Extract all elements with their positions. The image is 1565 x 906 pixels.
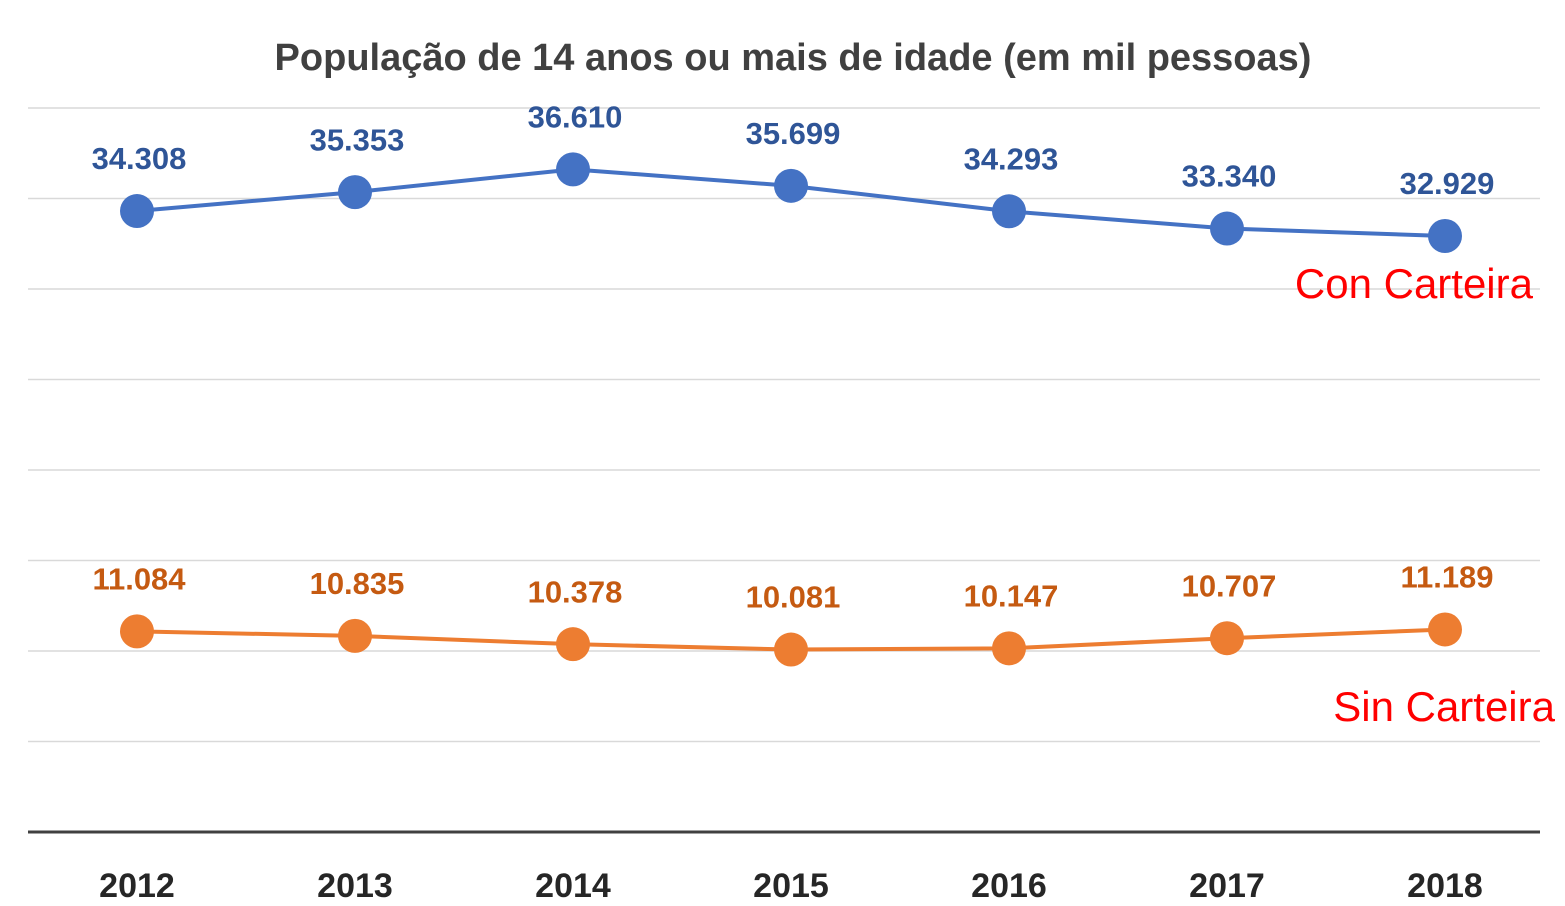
data-point [120, 614, 154, 649]
x-tick-label: 2014 [535, 867, 611, 905]
x-tick-label: 2015 [753, 867, 829, 905]
data-label: 10.147 [964, 579, 1059, 614]
x-tick-label: 2018 [1407, 867, 1483, 905]
x-tick-label: 2016 [971, 867, 1047, 905]
x-tick-label: 2017 [1189, 867, 1265, 905]
data-point [338, 175, 372, 210]
data-point [556, 152, 590, 187]
data-label: 11.189 [1400, 560, 1493, 595]
data-point [1428, 218, 1462, 253]
data-label: 10.081 [746, 580, 841, 615]
data-point [1210, 621, 1244, 656]
data-point [338, 618, 372, 653]
data-point [992, 194, 1026, 229]
data-label: 10.378 [528, 574, 623, 609]
data-label: 34.293 [964, 141, 1059, 176]
data-label: 32.929 [1400, 166, 1495, 201]
data-point [992, 631, 1026, 666]
data-point [1210, 211, 1244, 246]
data-label: 11.084 [92, 562, 186, 597]
data-label: 36.610 [528, 100, 623, 135]
data-point [1428, 612, 1462, 647]
chart-title: População de 14 anos ou mais de idade (e… [275, 37, 1312, 79]
x-tick-label: 2013 [317, 867, 393, 905]
data-point [120, 194, 154, 229]
series-annotation: Sin Carteira [1333, 683, 1555, 730]
data-label: 10.707 [1182, 568, 1277, 603]
data-label: 10.835 [310, 566, 405, 601]
data-point [774, 168, 808, 203]
data-label: 35.353 [310, 122, 405, 157]
data-label: 34.308 [92, 141, 187, 176]
data-point [556, 627, 590, 662]
data-label: 35.699 [746, 116, 841, 151]
series-annotation: Con Carteira [1295, 260, 1534, 307]
x-tick-label: 2012 [99, 867, 175, 905]
data-label: 33.340 [1182, 159, 1277, 194]
data-point [774, 632, 808, 667]
